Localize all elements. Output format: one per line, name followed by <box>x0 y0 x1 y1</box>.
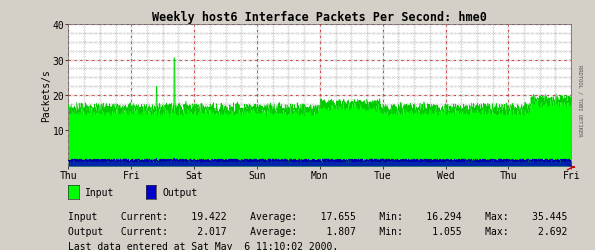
Text: Input    Current:    19.422    Average:    17.655    Min:    16.294    Max:    3: Input Current: 19.422 Average: 17.655 Mi… <box>68 211 568 221</box>
Text: Output   Current:     2.017    Average:     1.807    Min:     1.055    Max:     : Output Current: 2.017 Average: 1.807 Min… <box>68 226 568 236</box>
Text: Output: Output <box>162 187 198 197</box>
Title: Weekly host6 Interface Packets Per Second: hme0: Weekly host6 Interface Packets Per Secon… <box>152 11 487 24</box>
Text: Last data entered at Sat May  6 11:10:02 2000.: Last data entered at Sat May 6 11:10:02 … <box>68 241 339 250</box>
Text: Input: Input <box>85 187 114 197</box>
Y-axis label: Packets/s: Packets/s <box>41 69 51 122</box>
Text: RRDTOOL / TOBI OETIKER: RRDTOOL / TOBI OETIKER <box>577 64 582 136</box>
